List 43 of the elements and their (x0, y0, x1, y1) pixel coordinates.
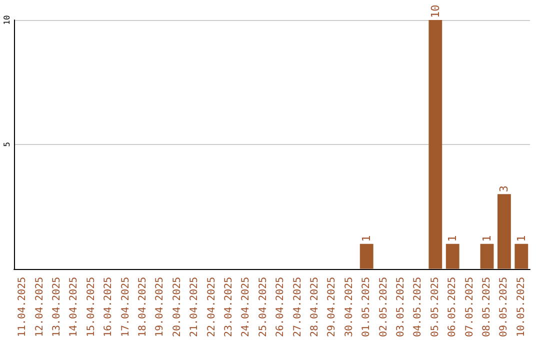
x-tick-label: 19.04.2025 (154, 276, 166, 338)
x-tick-label: 04.05.2025 (412, 276, 424, 338)
x-tick-label: 25.04.2025 (258, 276, 269, 338)
x-tick-label: 24.04.2025 (240, 276, 252, 338)
data-label: 10 (428, 4, 442, 18)
x-tick-label: 29.04.2025 (326, 276, 338, 338)
x-tick-label: 18.04.2025 (138, 276, 148, 338)
x-tick-label: 17.04.2025 (120, 276, 132, 338)
x-tick-label: 08.05.2025 (482, 276, 492, 338)
x-tick-label: 22.04.2025 (206, 276, 218, 338)
x-tick-label: 09.05.2025 (498, 276, 510, 338)
x-tick-label: 26.04.2025 (275, 276, 286, 338)
data-label: 1 (446, 235, 460, 242)
x-tick-label: 12.04.2025 (34, 276, 46, 338)
bar (497, 194, 511, 269)
x-tick-label: 13.04.2025 (52, 276, 62, 338)
data-label: 1 (360, 235, 374, 242)
x-tick-label: 20.04.2025 (172, 276, 183, 338)
x-tick-label: 05.05.2025 (430, 276, 441, 338)
bar (480, 244, 494, 269)
x-tick-label: 10.05.2025 (516, 276, 527, 338)
x-tick-label: 06.05.2025 (447, 276, 458, 338)
x-tick-label: 14.04.2025 (68, 276, 80, 338)
data-label: 3 (498, 186, 511, 192)
x-tick-label: 11.04.2025 (17, 276, 28, 338)
y-tick-label: 5 (2, 142, 12, 147)
data-label: 1 (480, 235, 494, 242)
x-tick-label: 02.05.2025 (378, 276, 390, 338)
data-label: 1 (514, 235, 528, 242)
bar (446, 244, 460, 269)
x-tick-label: 21.04.2025 (189, 276, 200, 338)
x-tick-label: 23.04.2025 (224, 276, 234, 338)
bar (514, 244, 528, 269)
x-tick-label: 01.05.2025 (361, 276, 372, 338)
bar (428, 20, 442, 269)
x-tick-label: 28.04.2025 (310, 276, 320, 338)
x-tick-label: 27.04.2025 (292, 276, 304, 338)
x-tick-label: 07.05.2025 (464, 276, 476, 338)
bar (360, 244, 374, 269)
x-tick-label: 30.04.2025 (344, 276, 355, 338)
x-tick-label: 03.05.2025 (396, 276, 406, 338)
x-tick-label: 15.04.2025 (86, 276, 97, 338)
x-tick-label: 16.04.2025 (103, 276, 114, 338)
